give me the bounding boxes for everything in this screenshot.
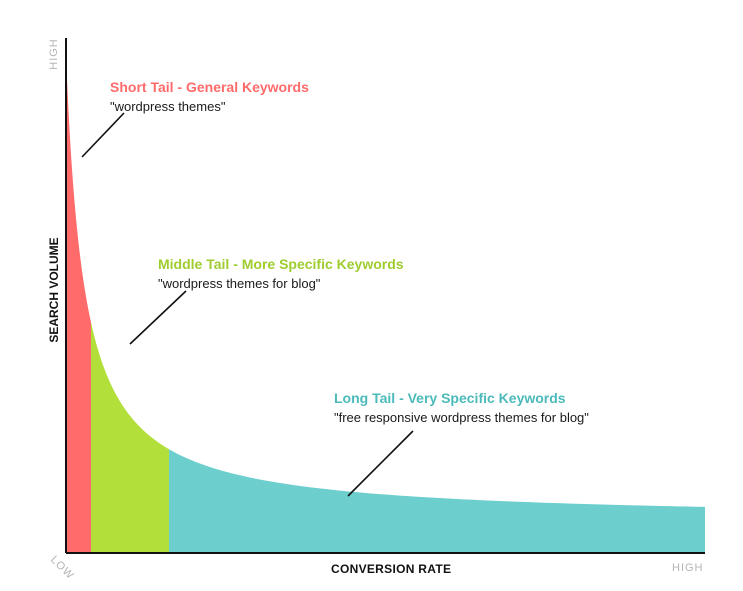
middle-tail-region bbox=[91, 322, 169, 553]
x-axis-title: CONVERSION RATE bbox=[331, 562, 452, 576]
origin-low-label: LOW bbox=[48, 554, 76, 582]
short-tail-pointer bbox=[81, 112, 125, 158]
long-tail-title: Long Tail - Very Specific Keywords bbox=[334, 390, 566, 406]
middle-tail-title: Middle Tail - More Specific Keywords bbox=[158, 256, 404, 272]
short-tail-example: "wordpress themes" bbox=[110, 99, 226, 114]
middle-tail-pointer bbox=[129, 290, 187, 345]
y-axis-high-label: HIGH bbox=[48, 38, 60, 70]
long-tail-example: "free responsive wordpress themes for bl… bbox=[334, 410, 589, 425]
short-tail-region bbox=[66, 55, 91, 553]
x-axis-high-label: HIGH bbox=[672, 562, 704, 574]
short-tail-title: Short Tail - General Keywords bbox=[110, 79, 309, 95]
middle-tail-example: "wordpress themes for blog" bbox=[158, 276, 321, 291]
long-tail-pointer bbox=[347, 430, 414, 497]
long-tail-region bbox=[169, 449, 705, 553]
y-axis-title: SEARCH VOLUME bbox=[47, 237, 61, 342]
